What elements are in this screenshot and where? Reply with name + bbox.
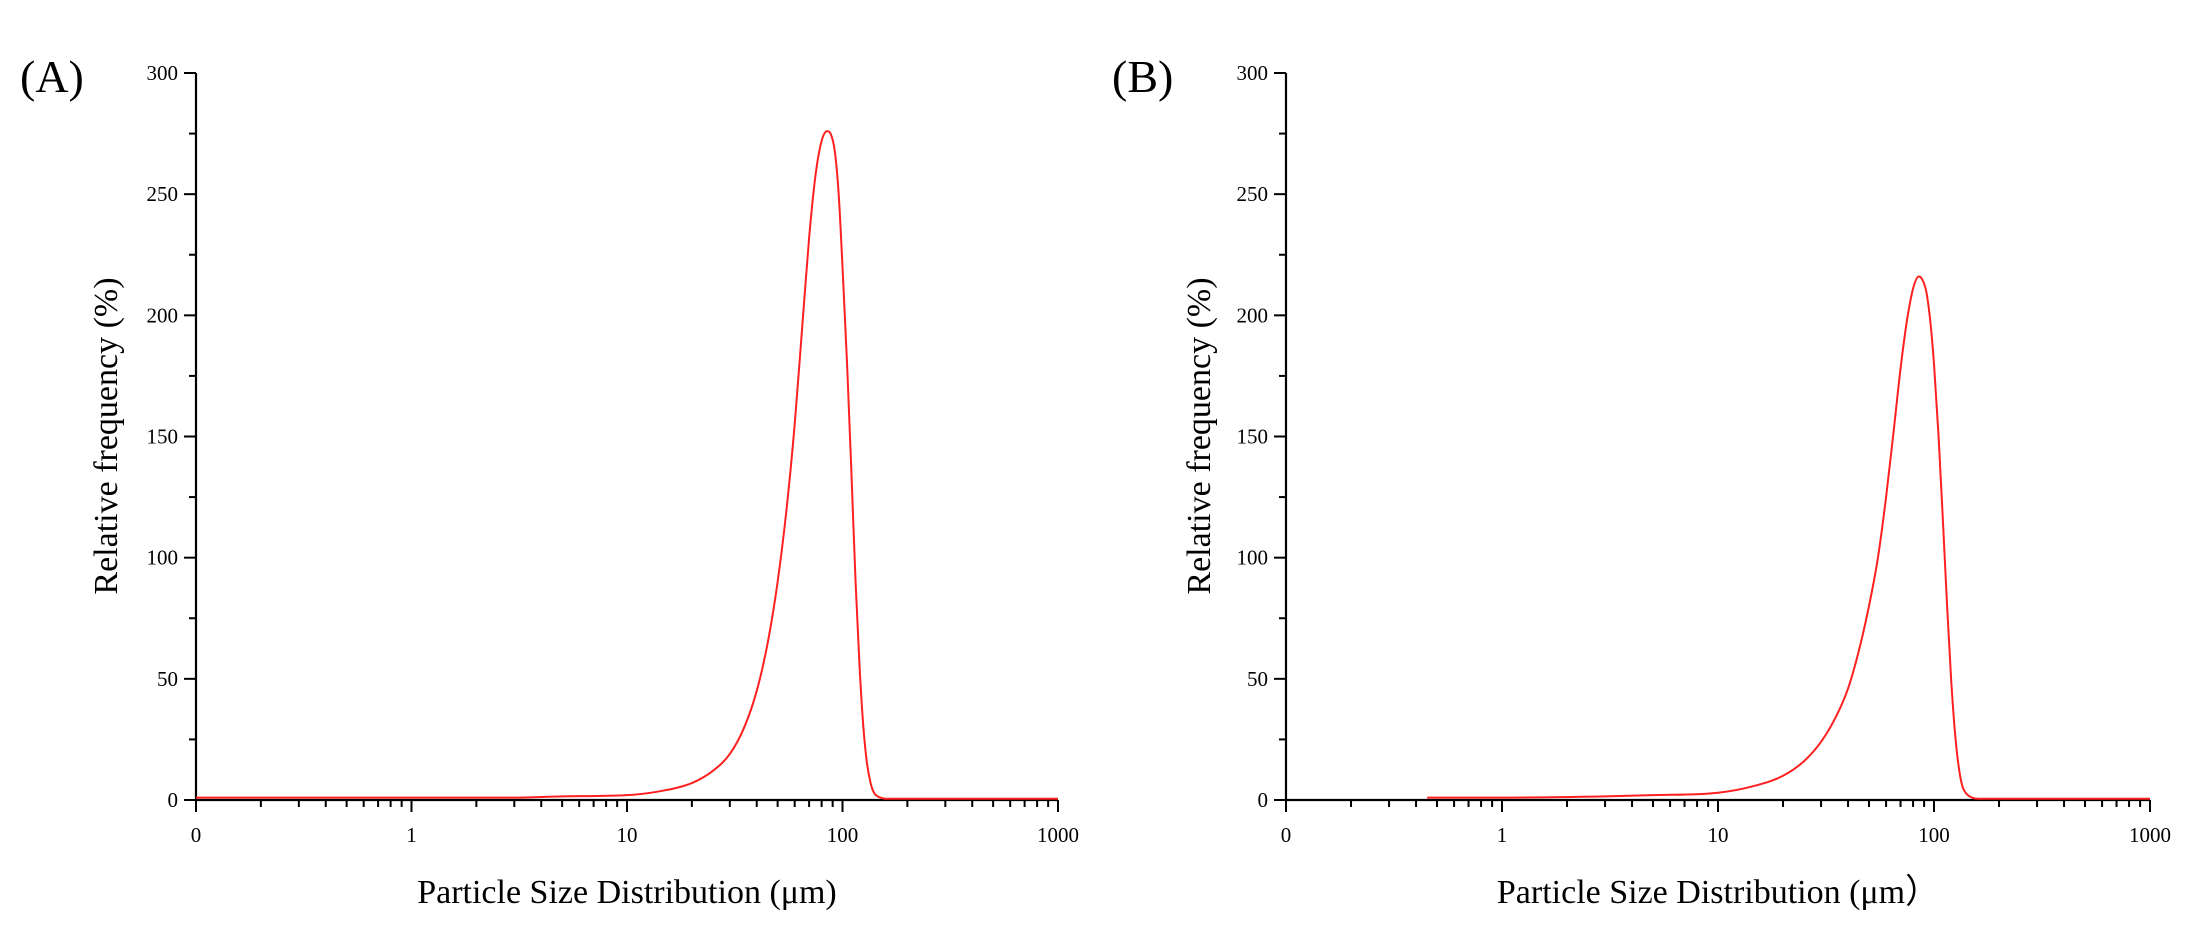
panel-label: (A) xyxy=(20,51,84,102)
tick-labels: 0 50 100 150 200 250 300 0 1 10 100 1000 xyxy=(1237,61,2172,847)
y-tick-label: 150 xyxy=(1237,425,1269,449)
y-tick-label: 250 xyxy=(147,182,179,206)
axis-ticks xyxy=(1274,72,2151,812)
x-tick-label: 100 xyxy=(1918,823,1950,847)
x-tick-label: 100 xyxy=(827,823,859,847)
y-tick-label: 300 xyxy=(147,61,179,85)
y-tick-label: 300 xyxy=(1237,61,1269,85)
panel-label: (B) xyxy=(1112,51,1173,102)
chart-panel-b: (B) 0 50 100 150 200 250 300 0 1 10 100 1000 Partic… xyxy=(1112,51,2171,911)
distribution-curve-b xyxy=(1427,275,2150,800)
x-tick-label: 0 xyxy=(191,823,202,847)
y-axis-title: Relative frequency (%) xyxy=(88,277,125,594)
y-tick-label: 150 xyxy=(147,425,179,449)
x-tick-label: 1 xyxy=(1497,823,1508,847)
y-tick-label: 0 xyxy=(168,788,179,812)
tick-labels: 0 50 100 150 200 250 300 0 1 10 100 1000 xyxy=(147,61,1080,847)
y-tick-label: 200 xyxy=(1237,303,1269,327)
x-tick-label: 10 xyxy=(1708,823,1729,847)
y-tick-label: 100 xyxy=(1237,546,1269,570)
x-axis-title: Particle Size Distribution (μm） xyxy=(1497,873,1939,911)
x-axis-title: Particle Size Distribution (μm) xyxy=(417,874,837,911)
x-tick-label: 1 xyxy=(406,823,417,847)
x-tick-label: 1000 xyxy=(1037,823,1079,847)
y-axis-title: Relative frequency (%) xyxy=(1181,277,1218,594)
x-tick-label: 0 xyxy=(1281,823,1292,847)
y-tick-label: 50 xyxy=(1247,667,1268,691)
axis-ticks xyxy=(184,72,1059,812)
y-tick-label: 200 xyxy=(147,303,179,327)
distribution-curve-a xyxy=(196,130,1058,800)
x-tick-label: 1000 xyxy=(2129,823,2171,847)
y-tick-label: 50 xyxy=(157,667,178,691)
chart-panel-a: (A) 0 50 100 150 200 250 300 0 1 10 100 1000 Partic… xyxy=(20,51,1079,911)
y-tick-label: 0 xyxy=(1258,788,1269,812)
y-tick-label: 100 xyxy=(147,546,179,570)
y-tick-label: 250 xyxy=(1237,182,1269,206)
x-tick-label: 10 xyxy=(617,823,638,847)
